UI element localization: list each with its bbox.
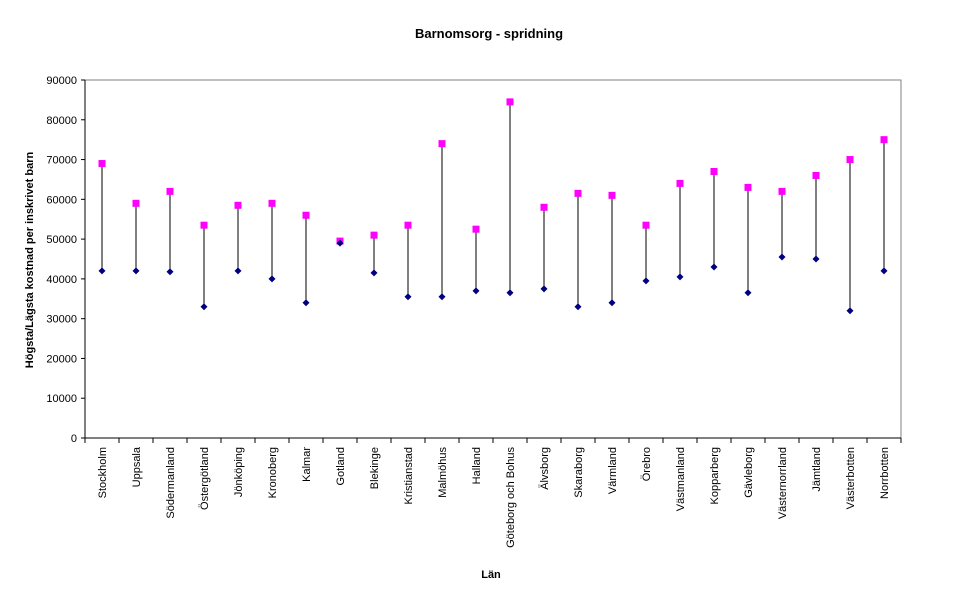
y-tick-label: 30000: [46, 314, 77, 326]
x-tick-label: Västernorrland: [777, 447, 789, 519]
y-tick-label: 40000: [46, 274, 77, 286]
y-axis-title: Högsta/Lägsta kostnad per inskrivet barn: [24, 152, 36, 369]
y-tick-label: 50000: [46, 234, 77, 246]
high-value-point: [438, 140, 446, 148]
y-tick-label: 0: [71, 433, 77, 445]
low-value-point: [370, 269, 378, 277]
low-value-point: [744, 289, 752, 297]
y-tick-label: 90000: [46, 75, 77, 87]
x-axis-title: Län: [481, 569, 501, 581]
high-value-point: [98, 160, 106, 168]
low-value-point: [812, 255, 820, 263]
high-value-point: [812, 171, 820, 179]
low-value-point: [846, 307, 854, 315]
x-tick-label: Östergötland: [199, 447, 211, 510]
high-value-point: [744, 183, 752, 191]
x-tick-label: Blekinge: [369, 447, 381, 489]
low-value-point: [608, 299, 616, 307]
low-value-point: [710, 263, 718, 271]
x-tick-label: Älvsborg: [539, 447, 551, 490]
drop-lines-group: [101, 101, 885, 311]
low-value-point: [642, 277, 650, 285]
axes-group: 0 10000 20000 30000 40000 50000 60000 70000 8000…: [46, 75, 902, 548]
low-value-point: [302, 299, 310, 307]
low-value-point: [234, 267, 242, 275]
high-value-point: [880, 136, 888, 144]
chart-title: Barnomsorg - spridning: [415, 26, 563, 41]
y-tick-label: 70000: [46, 155, 77, 167]
low-value-point: [540, 285, 548, 293]
low-value-point: [676, 273, 684, 281]
low-value-point: [132, 267, 140, 275]
x-tick-label: Jämtland: [811, 447, 823, 492]
low-value-point: [200, 303, 208, 311]
x-tick-label: Kalmar: [301, 447, 313, 482]
y-tick-label: 80000: [46, 115, 77, 127]
x-tick-label: Gotland: [335, 447, 347, 486]
high-value-point: [574, 189, 582, 197]
high-value-point: [642, 221, 650, 229]
low-value-point: [336, 239, 344, 247]
high-value-point: [268, 199, 276, 207]
x-tick-label: Göteborg och Bohus: [505, 447, 517, 548]
high-value-point: [166, 187, 174, 195]
high-value-point: [132, 199, 140, 207]
x-tick-label: Kristianstad: [403, 447, 415, 504]
x-tick-label: Västerbotten: [845, 447, 857, 509]
high-value-point: [846, 156, 854, 164]
x-tick-label: Värmland: [607, 447, 619, 494]
low-value-point: [98, 267, 106, 275]
low-value-point: [880, 267, 888, 275]
x-tick-label: Kopparberg: [709, 447, 721, 505]
high-value-point: [370, 231, 378, 239]
high-value-point: [302, 211, 310, 219]
low-value-point: [472, 287, 480, 295]
x-tick-label: Halland: [471, 447, 483, 484]
x-tick-label: Västmanland: [675, 447, 687, 511]
high-value-point: [472, 225, 480, 233]
x-tick-label: Norrbotten: [879, 447, 891, 499]
high-value-point: [608, 191, 616, 199]
x-tick-label: Södermanland: [165, 447, 177, 519]
high-value-point: [676, 179, 684, 187]
high-value-point: [540, 203, 548, 211]
y-tick-label: 10000: [46, 393, 77, 405]
x-tick-label: Gävleborg: [743, 447, 755, 498]
low-value-point: [574, 303, 582, 311]
low-value-point: [778, 253, 786, 261]
low-value-point: [404, 293, 412, 301]
y-tick-label: 20000: [46, 353, 77, 365]
high-value-point: [506, 98, 514, 106]
markers-group: [98, 98, 888, 315]
high-value-point: [404, 221, 412, 229]
x-tick-label: Kronoberg: [267, 447, 279, 498]
low-value-point: [438, 293, 446, 301]
high-value-point: [234, 201, 242, 209]
x-tick-label: Jönköping: [233, 447, 245, 497]
low-value-point: [268, 275, 276, 283]
low-value-point: [506, 289, 514, 297]
x-tick-label: Stockholm: [97, 447, 109, 498]
x-tick-label: Örebro: [641, 447, 653, 481]
high-value-point: [710, 167, 718, 175]
x-tick-label: Uppsala: [131, 446, 143, 487]
plot-area: [84, 79, 902, 439]
high-value-point: [778, 187, 786, 195]
high-value-point: [200, 221, 208, 229]
x-tick-label: Skaraborg: [573, 447, 585, 498]
x-tick-label: Malmöhus: [437, 447, 449, 498]
y-tick-label: 60000: [46, 194, 77, 206]
low-value-point: [166, 268, 174, 276]
